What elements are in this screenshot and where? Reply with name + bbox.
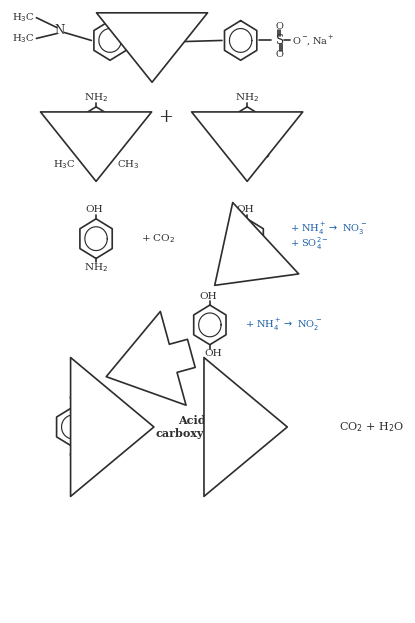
Text: OH: OH [85, 206, 103, 214]
Text: , Na$^+$: , Na$^+$ [306, 34, 335, 47]
Text: H$_3$C: H$_3$C [12, 11, 34, 24]
Text: CH$_3$: CH$_3$ [117, 158, 139, 171]
Text: O$^-$: O$^-$ [292, 35, 308, 46]
Text: + NH$_4^+$$\rightarrow$ NO$_2^-$: + NH$_4^+$$\rightarrow$ NO$_2^-$ [245, 317, 322, 333]
Text: CO$_2$ + H$_2$O: CO$_2$ + H$_2$O [339, 420, 403, 434]
Text: + CO$_2$: + CO$_2$ [141, 232, 175, 245]
Text: H$_3$C: H$_3$C [12, 32, 34, 45]
Text: NH$_2$: NH$_2$ [84, 92, 108, 104]
Text: N: N [54, 24, 65, 37]
Text: OH: OH [243, 263, 261, 272]
Text: N: N [146, 38, 156, 51]
Text: O: O [261, 151, 269, 160]
Text: OH: OH [199, 292, 217, 301]
Text: + NH$_4^+$$\rightarrow$ NO$_3^-$: + NH$_4^+$$\rightarrow$ NO$_3^-$ [290, 221, 367, 237]
Text: NH$_2$: NH$_2$ [84, 261, 108, 273]
Text: Acide
carboxylique: Acide carboxylique [156, 415, 236, 439]
Text: OH: OH [237, 206, 254, 214]
Text: O: O [68, 451, 77, 460]
Text: S: S [243, 151, 251, 164]
Text: OH: OH [205, 349, 222, 358]
Text: + SO$_4^{2-}$: + SO$_4^{2-}$ [290, 235, 329, 252]
Text: N: N [91, 146, 101, 159]
Text: NH$_2$: NH$_2$ [235, 92, 259, 104]
Text: OH: OH [238, 164, 256, 173]
Text: N: N [131, 26, 141, 39]
Text: O: O [276, 22, 284, 31]
Text: O: O [276, 50, 284, 59]
Text: H$_3$C: H$_3$C [53, 158, 76, 171]
Text: O: O [225, 151, 233, 160]
Text: O: O [68, 394, 77, 402]
Text: S: S [276, 34, 284, 47]
Text: +: + [159, 108, 173, 126]
